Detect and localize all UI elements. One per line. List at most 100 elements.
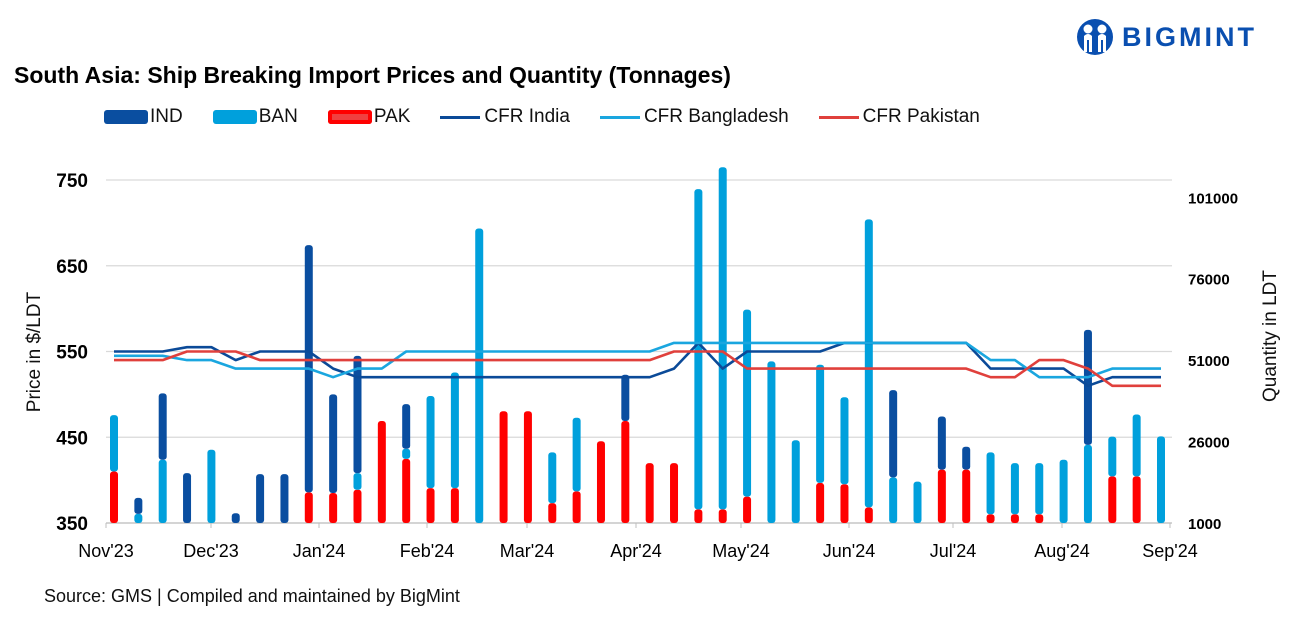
line-cfr-pakistan	[114, 350, 1161, 388]
bar-ind	[937, 416, 946, 470]
bar-pak	[377, 421, 386, 523]
bar-ban	[134, 513, 143, 523]
bar-ind	[402, 404, 411, 449]
bar-pak	[1035, 514, 1044, 523]
bar-pak	[329, 493, 338, 523]
bar-pak	[937, 469, 946, 523]
x-tick-label: Aug'24	[1034, 541, 1090, 561]
bar-ban	[816, 364, 825, 483]
legend-item-cfr-india: CFR India	[440, 106, 570, 128]
source-note: Source: GMS | Compiled and maintained by…	[44, 586, 460, 606]
x-tick-label: Feb'24	[400, 541, 454, 561]
bar-ind	[329, 394, 338, 494]
x-tick-label: Mar'24	[500, 541, 554, 561]
bar-ban	[1035, 463, 1044, 515]
bar-pak	[596, 441, 605, 523]
bar-pak	[621, 421, 630, 523]
x-tick-label: Nov'23	[78, 541, 133, 561]
bar-pak	[426, 488, 435, 523]
legend-label: IND	[150, 106, 183, 127]
bar-pak	[499, 411, 508, 523]
bar-pak	[1132, 476, 1141, 523]
legend-item-ind: IND	[104, 106, 183, 128]
bar-ind	[353, 355, 362, 474]
legend-label: CFR Bangladesh	[643, 106, 789, 127]
y2-tick-label: 1000	[1188, 516, 1221, 533]
bar-ban	[353, 473, 362, 490]
bar-pak	[353, 489, 362, 523]
bar-ban	[450, 372, 459, 489]
y2-tick-label: 101000	[1188, 190, 1238, 207]
y-tick-label: 550	[56, 343, 88, 364]
bar-ind	[183, 473, 192, 523]
bar-ban	[791, 440, 800, 523]
line-cfr-bangladesh	[114, 341, 1161, 379]
bar-ind	[1083, 329, 1092, 445]
bar-ban	[840, 397, 849, 485]
bar-ban	[475, 228, 484, 523]
bar-ind	[889, 390, 898, 478]
legend-label: CFR Pakistan	[862, 106, 980, 127]
bar-ban	[1010, 463, 1019, 515]
legend-item-cfr-pakistan: CFR Pakistan	[818, 106, 980, 128]
bar-ban	[207, 449, 216, 523]
bar-pak	[743, 496, 752, 523]
bar-pak	[402, 458, 411, 523]
bar-pak	[523, 411, 532, 523]
bar-ind	[231, 513, 240, 523]
bar-pak	[962, 469, 971, 523]
bar-pak	[840, 484, 849, 523]
bar-ban	[913, 481, 922, 523]
bar-pak	[718, 509, 727, 523]
bar-ban	[1059, 459, 1068, 523]
y-tick-label: 650	[56, 257, 88, 278]
bar-pak	[670, 463, 679, 523]
legend-label: CFR India	[484, 106, 570, 127]
x-tick-label: Apr'24	[610, 541, 661, 561]
y-tick-label: 450	[56, 428, 88, 449]
bar-pak	[986, 514, 995, 523]
bar-ban	[1157, 436, 1165, 523]
bar-ban	[548, 452, 557, 504]
legend-label: BAN	[258, 106, 298, 127]
bar-pak	[450, 488, 459, 523]
bar-pak	[645, 463, 654, 523]
logo-people-icon	[1077, 19, 1113, 55]
bar-ban	[1108, 436, 1117, 477]
bar-ban	[572, 417, 581, 492]
bar-ban	[743, 309, 752, 497]
bar-ind	[280, 474, 289, 523]
bar-ind	[621, 374, 630, 422]
bar-pak	[864, 507, 873, 523]
bar-ban	[718, 167, 727, 510]
bar-pak	[1108, 476, 1117, 523]
y2-tick-label: 51000	[1188, 353, 1230, 370]
bar-ban	[110, 415, 118, 472]
bar-ind	[962, 446, 971, 470]
y-tick-label: 350	[56, 514, 88, 535]
bar-ban	[694, 189, 703, 510]
x-tick-label: Jun'24	[823, 541, 875, 561]
bar-ban	[767, 361, 776, 523]
legend-item-ban: BAN	[212, 106, 298, 128]
legend-label: PAK	[373, 106, 411, 127]
legend-item-pak: PAK	[327, 106, 411, 128]
bar-pak	[304, 492, 313, 523]
bar-ban	[1083, 444, 1092, 523]
y2-tick-label: 76000	[1188, 272, 1230, 289]
y-axis-title: Price in $/LDT	[24, 291, 45, 412]
legend-item-cfr-bangladesh: CFR Bangladesh	[599, 106, 789, 128]
x-tick-label: Sep'24	[1142, 541, 1198, 561]
x-tick-label: May'24	[712, 541, 769, 561]
x-tick-label: Dec'23	[183, 541, 238, 561]
line-cfr-india	[114, 341, 1161, 388]
bar-ban	[426, 395, 435, 489]
bar-ban	[864, 219, 873, 508]
legend: IND BAN PAK CFR India CFR Bangladesh CFR…	[104, 106, 1010, 128]
bar-pak	[694, 509, 703, 523]
bar-ban	[158, 459, 167, 523]
y2-axis-title: Quantity in LDT	[1260, 270, 1281, 402]
logo-text: BIGMINT	[1122, 21, 1257, 52]
